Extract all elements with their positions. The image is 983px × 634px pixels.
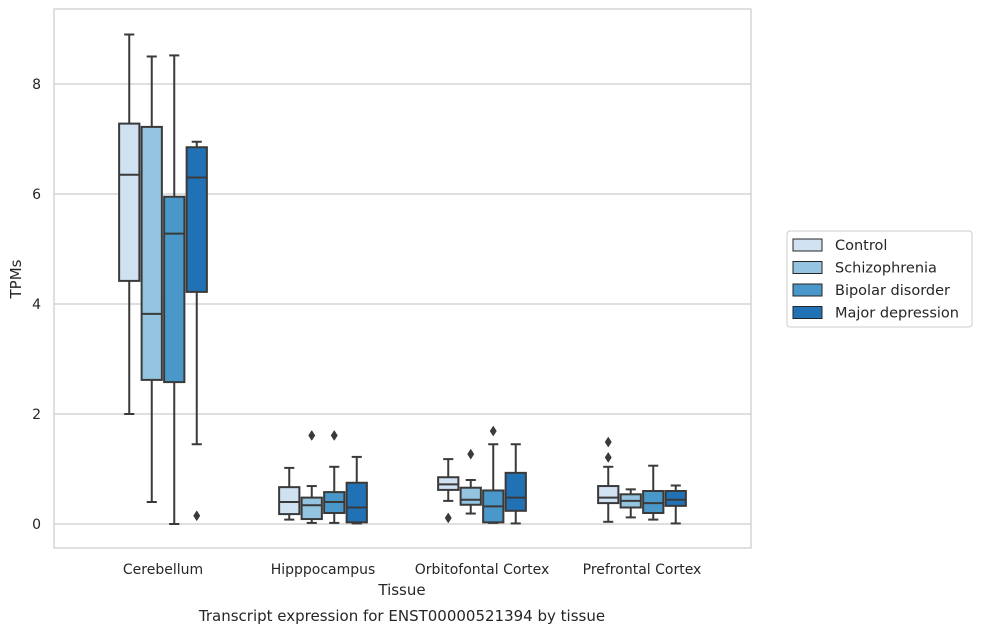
box-2-0 <box>437 458 460 524</box>
x-tick-label: Cerebellum <box>123 562 203 578</box>
box-iqr <box>345 481 368 524</box>
box-iqr <box>664 490 687 507</box>
y-tick-label-6: 6 <box>32 187 41 203</box>
legend-swatch <box>792 238 823 252</box>
x-axis-ticks: Cerebellum Hipppocampus Orbitofontal Corte… <box>123 562 701 578</box>
box-iqr <box>597 485 620 505</box>
legend-label: Major depression <box>835 306 959 322</box>
box-1-3 <box>345 455 368 525</box>
legend: Control Schizophrenia Bipolar disorder Majo… <box>786 230 973 328</box>
box-3-3 <box>664 484 687 525</box>
legend-swatch <box>792 283 823 297</box>
outlier-point <box>467 448 475 460</box>
box-1-2 <box>323 429 346 524</box>
box-iqr <box>118 122 141 282</box>
outlier-point <box>330 429 338 441</box>
x-tick-label: Prefrontal Cortex <box>583 562 702 578</box>
box-iqr <box>163 195 186 384</box>
y-tick-label-0: 0 <box>32 517 41 533</box>
y-axis-label: TPMs <box>7 259 25 299</box>
box-iqr <box>140 125 163 381</box>
legend-swatch <box>792 261 823 274</box>
box-3-2 <box>642 464 665 521</box>
box-iqr <box>278 486 301 516</box>
legend-label: Bipolar disorder <box>835 283 950 299</box>
x-tick-label: Orbitofontal Cortex <box>415 562 550 578</box>
box-0-0 <box>118 33 141 415</box>
box-0-3 <box>185 140 208 522</box>
box-iqr <box>300 496 323 521</box>
box-iqr <box>504 471 527 512</box>
box-0-1 <box>140 55 163 503</box>
outlier-point <box>308 429 316 441</box>
legend-items: Control Schizophrenia Bipolar disorder Majo… <box>792 238 959 322</box>
outlier-point <box>604 436 612 448</box>
box-iqr <box>459 486 482 506</box>
box-3-1 <box>619 488 642 519</box>
box-2-1 <box>459 448 482 515</box>
outlier-point <box>604 451 612 463</box>
box-3-0 <box>597 436 620 523</box>
box-2-2 <box>482 425 505 524</box>
box-1-1 <box>300 429 323 524</box>
box-iqr <box>642 490 665 514</box>
y-tick-label-2: 2 <box>32 407 41 423</box>
box-2-3 <box>504 443 527 525</box>
y-tick-label-4: 4 <box>32 297 41 313</box>
x-tick-label: Hipppocampus <box>271 562 376 578</box>
box-iqr <box>185 146 208 293</box>
plot-area <box>53 8 752 549</box>
y-axis-ticks: 0 2 4 6 8 <box>32 77 41 533</box>
chart-caption: Transcript expression for ENST0000052139… <box>198 607 605 625</box>
box-1-0 <box>278 466 301 521</box>
x-axis-label: Tissue <box>377 581 425 599</box>
outlier-point <box>193 510 201 522</box>
box-groups <box>118 33 687 525</box>
outlier-point <box>444 512 452 524</box>
box-0-2 <box>163 54 186 525</box>
y-tick-label-8: 8 <box>32 77 41 93</box>
legend-frame <box>786 230 973 328</box>
legend-label: Control <box>835 238 887 254</box>
legend-swatch <box>792 306 823 319</box>
legend-label: Schizophrenia <box>835 261 937 277</box>
outlier-point <box>489 425 497 437</box>
